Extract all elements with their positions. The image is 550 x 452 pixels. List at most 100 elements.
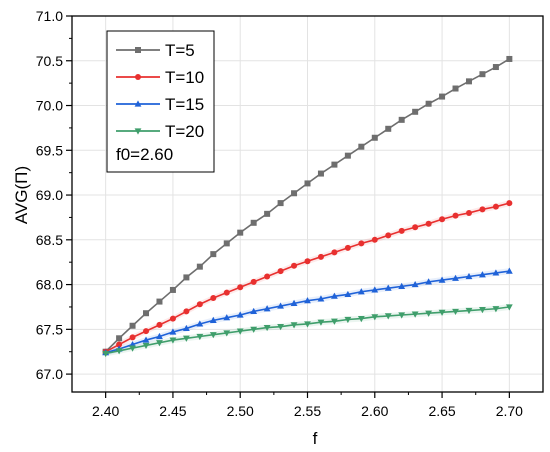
legend-entries: T=5 T=10 T=15 T=20 — [116, 41, 204, 141]
data-point — [344, 244, 351, 251]
data-point — [465, 209, 472, 216]
data-point — [236, 328, 244, 335]
y-tick-label: 67.0 — [36, 366, 63, 382]
data-point — [492, 203, 499, 210]
data-point — [264, 210, 271, 217]
data-point — [452, 274, 459, 281]
data-point — [358, 143, 365, 150]
data-point — [142, 342, 150, 350]
data-point — [425, 310, 433, 317]
data-point — [290, 322, 298, 329]
data-point — [264, 273, 271, 280]
data-point — [223, 314, 231, 321]
data-point — [209, 316, 217, 323]
data-point — [452, 308, 459, 316]
y-axis-title: AVG(Π) — [12, 166, 31, 224]
data-point — [135, 47, 141, 53]
data-point — [411, 311, 419, 318]
data-point — [129, 334, 136, 341]
series-3 — [102, 304, 513, 358]
data-point — [196, 301, 203, 308]
data-point — [371, 314, 379, 321]
data-point — [506, 55, 513, 62]
data-point — [452, 85, 459, 92]
data-point — [425, 220, 432, 227]
data-point — [331, 249, 338, 256]
data-point — [182, 335, 190, 342]
data-point — [116, 341, 123, 348]
data-point — [277, 324, 284, 331]
data-point — [277, 200, 284, 207]
data-point — [479, 307, 486, 314]
data-point — [210, 295, 217, 301]
data-point — [210, 251, 217, 258]
data-point — [358, 240, 365, 247]
x-tick-label: 2.60 — [361, 403, 388, 419]
data-point — [412, 108, 419, 115]
legend-label: T=10 — [165, 68, 204, 87]
data-point — [250, 219, 257, 226]
data-point — [439, 216, 446, 223]
data-point — [344, 152, 351, 159]
data-point — [438, 309, 446, 316]
data-point — [129, 345, 136, 352]
legend-label: T=20 — [165, 122, 204, 141]
data-point — [304, 321, 311, 328]
data-point — [196, 263, 203, 270]
data-point — [384, 313, 392, 320]
data-point — [505, 267, 513, 274]
legend-annotation: f0=2.60 — [116, 145, 173, 164]
data-point — [479, 271, 486, 278]
data-point — [196, 333, 204, 341]
data-point — [223, 330, 231, 337]
data-point — [143, 310, 150, 317]
data-point — [425, 278, 433, 285]
legend-box — [106, 30, 215, 173]
data-point — [317, 253, 324, 260]
x-axis-title: f — [313, 429, 318, 448]
data-point — [169, 337, 177, 344]
data-point — [411, 280, 419, 288]
data-point — [102, 350, 110, 358]
data-point — [237, 284, 244, 291]
x-tick-label: 2.65 — [428, 403, 455, 419]
data-point — [277, 302, 284, 309]
data-point — [357, 288, 365, 295]
data-point — [371, 236, 378, 243]
data-point — [385, 232, 392, 239]
data-point — [371, 286, 379, 293]
y-tick-label: 67.5 — [36, 321, 63, 337]
data-point — [169, 286, 176, 293]
data-point — [304, 297, 311, 304]
data-point — [291, 190, 298, 197]
y-tick-label: 68.0 — [36, 277, 63, 293]
y-tick-label: 69.5 — [36, 142, 63, 158]
x-tick-label: 2.45 — [159, 403, 186, 419]
data-point — [506, 200, 513, 207]
data-point — [304, 180, 311, 187]
series-1 — [102, 200, 513, 355]
data-point — [357, 315, 365, 323]
data-point — [129, 322, 136, 329]
data-point — [290, 299, 298, 306]
data-point — [398, 282, 406, 289]
y-tick-label: 70.5 — [36, 53, 63, 69]
data-point — [291, 262, 298, 269]
data-point — [317, 295, 325, 302]
legend: T=5 T=10 T=15 T=20 f0=2.60 — [106, 30, 215, 173]
data-point — [116, 335, 123, 342]
data-point — [250, 278, 257, 285]
data-point — [317, 170, 324, 177]
x-tick-label: 2.70 — [496, 403, 523, 419]
data-point — [223, 240, 230, 247]
data-point — [182, 324, 190, 332]
data-point — [250, 326, 258, 333]
legend-label: T=15 — [165, 95, 204, 114]
data-point — [331, 161, 338, 168]
data-point — [479, 71, 486, 78]
y-tick-label: 69.0 — [36, 187, 63, 203]
legend-label: T=5 — [165, 41, 195, 60]
data-point — [237, 229, 244, 236]
data-point — [398, 312, 406, 319]
